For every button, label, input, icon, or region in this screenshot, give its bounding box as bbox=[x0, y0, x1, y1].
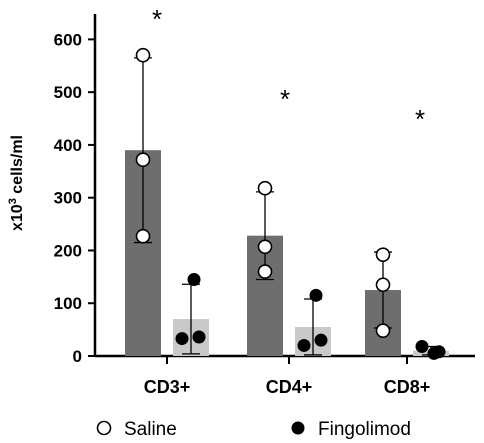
legend-fingolimod-label: Fingolimod bbox=[318, 419, 411, 440]
y-tick-label: 600 bbox=[54, 30, 82, 49]
data-point bbox=[314, 333, 328, 347]
y-tick-label: 300 bbox=[54, 189, 82, 208]
y-tick-label: 0 bbox=[73, 347, 82, 366]
data-point bbox=[192, 330, 206, 344]
legend-fingolimod-marker bbox=[291, 421, 305, 435]
y-ticks: 0 100 200 300 400 500 600 bbox=[54, 30, 95, 366]
significance-markers: * * * bbox=[152, 4, 425, 134]
data-points bbox=[135, 47, 446, 360]
data-point bbox=[135, 47, 151, 63]
y-axis: 0 100 200 300 400 500 600 bbox=[54, 14, 97, 366]
y-tick-label: 400 bbox=[54, 136, 82, 155]
significance-star: * bbox=[280, 84, 290, 114]
y-axis-label-superscript: 3 bbox=[7, 198, 19, 204]
legend-saline-marker bbox=[96, 420, 112, 436]
x-axis: CD3+ CD4+ CD8+ bbox=[95, 354, 475, 397]
data-point bbox=[432, 345, 446, 359]
significance-star: * bbox=[415, 104, 425, 134]
x-tick-label: CD4+ bbox=[266, 377, 313, 397]
data-point bbox=[375, 247, 391, 262]
data-point bbox=[257, 264, 273, 279]
y-tick-label: 200 bbox=[54, 241, 82, 260]
data-point bbox=[135, 152, 151, 167]
y-tick-label: 100 bbox=[54, 294, 82, 313]
data-point bbox=[187, 272, 201, 286]
bars bbox=[125, 150, 449, 356]
x-tick-label: CD8+ bbox=[384, 377, 431, 397]
data-point bbox=[135, 228, 151, 244]
data-point bbox=[375, 323, 391, 338]
data-point bbox=[175, 332, 189, 346]
data-point bbox=[309, 288, 323, 302]
data-point bbox=[415, 340, 429, 354]
legend-saline-label: Saline bbox=[124, 419, 177, 440]
data-point bbox=[257, 180, 273, 196]
x-tick-label: CD3+ bbox=[144, 377, 191, 397]
significance-star: * bbox=[152, 4, 162, 34]
y-tick-label: 500 bbox=[54, 83, 82, 102]
x-ticks: CD3+ CD4+ CD8+ bbox=[144, 356, 431, 397]
data-point bbox=[257, 239, 273, 255]
data-point bbox=[375, 277, 391, 293]
legend: Saline Fingolimod bbox=[96, 419, 411, 440]
data-point bbox=[297, 338, 311, 352]
y-axis-label: x103 cells/ml bbox=[7, 135, 26, 231]
